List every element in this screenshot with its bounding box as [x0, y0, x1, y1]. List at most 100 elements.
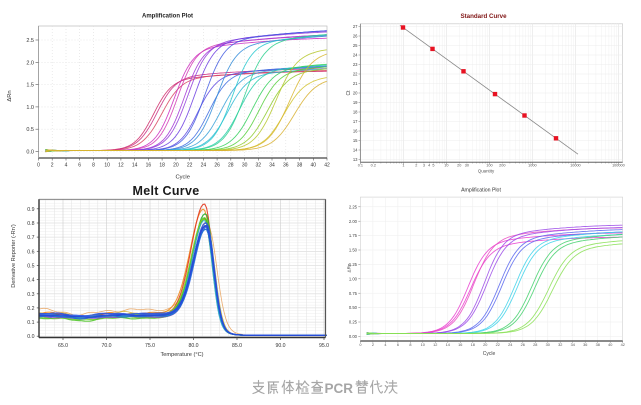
svg-text:30: 30	[546, 343, 550, 347]
svg-text:Amplification Plot: Amplification Plot	[142, 14, 193, 20]
svg-text:24: 24	[508, 343, 512, 347]
svg-text:18: 18	[159, 163, 165, 169]
svg-text:Ct: Ct	[346, 90, 352, 96]
svg-text:19: 19	[353, 100, 358, 105]
svg-text:32: 32	[256, 163, 262, 169]
svg-text:15: 15	[353, 138, 358, 143]
svg-text:24: 24	[201, 163, 207, 169]
svg-text:Cycle: Cycle	[483, 351, 496, 357]
svg-text:30: 30	[465, 164, 469, 168]
svg-text:0.50: 0.50	[349, 305, 358, 310]
svg-text:13: 13	[353, 157, 358, 162]
svg-text:ΔRn: ΔRn	[7, 90, 13, 101]
svg-text:16: 16	[353, 129, 358, 134]
svg-text:2: 2	[372, 343, 374, 347]
svg-text:14: 14	[132, 163, 138, 169]
svg-text:0.5: 0.5	[27, 263, 34, 269]
svg-text:0.0: 0.0	[26, 150, 34, 156]
svg-text:36: 36	[583, 343, 587, 347]
svg-text:21: 21	[353, 81, 358, 86]
svg-text:Cycle: Cycle	[175, 175, 190, 181]
svg-text:1.25: 1.25	[349, 262, 358, 267]
svg-text:80.0: 80.0	[188, 343, 198, 349]
svg-text:1.5: 1.5	[26, 83, 34, 89]
svg-text:23: 23	[353, 62, 358, 67]
svg-text:20: 20	[353, 91, 358, 96]
svg-text:40: 40	[608, 343, 612, 347]
svg-text:34: 34	[571, 343, 575, 347]
svg-text:Quantity: Quantity	[478, 169, 495, 174]
svg-text:22: 22	[353, 72, 358, 77]
svg-text:2: 2	[415, 164, 417, 168]
svg-text:Amplification Plot: Amplification Plot	[461, 188, 501, 194]
svg-text:Melt Curve: Melt Curve	[133, 184, 200, 198]
svg-text:2.00: 2.00	[349, 219, 358, 224]
svg-text:75.0: 75.0	[145, 343, 155, 349]
svg-text:0.1: 0.1	[27, 320, 34, 326]
svg-text:4: 4	[65, 163, 68, 169]
svg-text:20: 20	[173, 163, 179, 169]
svg-text:6: 6	[78, 163, 81, 169]
svg-text:2.25: 2.25	[349, 204, 358, 209]
svg-text:PCR: PCR	[325, 381, 354, 396]
svg-text:18: 18	[471, 343, 475, 347]
svg-text:42: 42	[621, 343, 625, 347]
svg-text:4: 4	[384, 343, 386, 347]
svg-text:10: 10	[421, 343, 425, 347]
svg-text:1000: 1000	[528, 164, 536, 168]
svg-text:26: 26	[353, 34, 358, 39]
svg-text:200: 200	[499, 164, 505, 168]
svg-text:14: 14	[353, 148, 358, 153]
svg-text:1: 1	[402, 164, 404, 168]
svg-text:17: 17	[353, 119, 358, 124]
svg-text:1.50: 1.50	[349, 248, 358, 253]
svg-text:0.9: 0.9	[27, 207, 34, 213]
svg-text:100000: 100000	[612, 164, 625, 168]
svg-text:70.0: 70.0	[101, 343, 111, 349]
svg-text:6: 6	[397, 343, 399, 347]
svg-text:38: 38	[596, 343, 600, 347]
svg-text:25: 25	[353, 43, 358, 48]
svg-text:22: 22	[187, 163, 193, 169]
svg-text:8: 8	[92, 163, 95, 169]
svg-text:26: 26	[214, 163, 220, 169]
svg-text:26: 26	[521, 343, 525, 347]
svg-text:85.0: 85.0	[232, 343, 242, 349]
svg-text:40: 40	[311, 163, 317, 169]
svg-text:12: 12	[118, 163, 124, 169]
svg-text:30: 30	[242, 163, 248, 169]
svg-text:0.6: 0.6	[27, 249, 34, 255]
svg-text:10000: 10000	[570, 164, 581, 168]
svg-text:0: 0	[359, 343, 361, 347]
svg-text:95.0: 95.0	[319, 343, 329, 349]
svg-text:16: 16	[458, 343, 462, 347]
svg-text:1.0: 1.0	[26, 105, 34, 111]
svg-text:8: 8	[409, 343, 411, 347]
svg-text:12: 12	[433, 343, 437, 347]
svg-text:32: 32	[558, 343, 562, 347]
svg-text:0.1: 0.1	[358, 164, 363, 168]
svg-text:38: 38	[297, 163, 303, 169]
svg-text:0.75: 0.75	[349, 291, 358, 296]
svg-text:ΔRn: ΔRn	[347, 263, 352, 272]
svg-text:10: 10	[444, 164, 448, 168]
svg-text:28: 28	[228, 163, 234, 169]
svg-text:20: 20	[483, 343, 487, 347]
svg-text:0.3: 0.3	[27, 292, 34, 298]
svg-text:0.2: 0.2	[371, 164, 376, 168]
svg-text:10: 10	[104, 163, 110, 169]
svg-text:34: 34	[269, 163, 275, 169]
svg-text:5: 5	[432, 164, 434, 168]
svg-text:16: 16	[146, 163, 152, 169]
svg-text:0.4: 0.4	[27, 278, 34, 284]
svg-text:14: 14	[446, 343, 450, 347]
svg-text:2.5: 2.5	[26, 38, 34, 44]
svg-text:65.0: 65.0	[58, 343, 68, 349]
svg-text:4: 4	[428, 164, 430, 168]
svg-text:0: 0	[37, 163, 40, 169]
svg-text:90.0: 90.0	[275, 343, 285, 349]
svg-text:18: 18	[353, 110, 358, 115]
svg-text:0.8: 0.8	[27, 221, 34, 227]
svg-text:2.0: 2.0	[26, 60, 34, 66]
svg-text:0.25: 0.25	[349, 320, 358, 325]
